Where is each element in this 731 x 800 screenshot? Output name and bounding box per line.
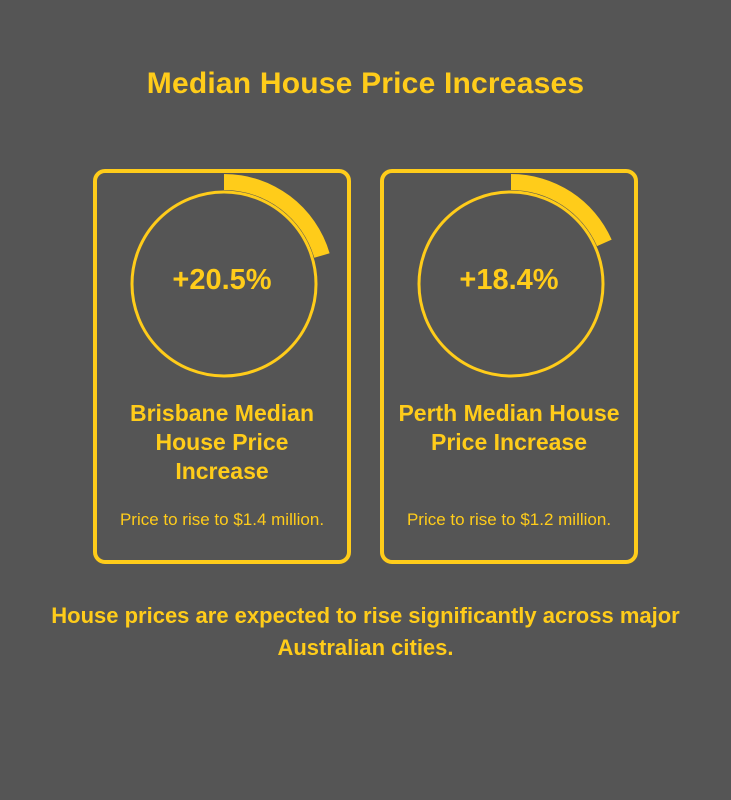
card-subtext: Price to rise to $1.4 million.: [119, 510, 325, 529]
percent-value: +18.4%: [459, 264, 559, 296]
perth-card: +18.4% Perth Median House Price Increase…: [380, 169, 638, 564]
brisbane-progress-ring: [130, 174, 330, 378]
ring-fill-arc: [224, 174, 330, 258]
ring-fill-arc: [511, 174, 612, 247]
perth-progress-ring: [417, 174, 612, 378]
card-subtext: Price to rise to $1.2 million.: [406, 510, 612, 529]
footer-text: House prices are expected to rise signif…: [51, 603, 680, 660]
ring-track: [130, 190, 318, 378]
page-title: Median House Price Increases: [146, 67, 585, 100]
card-label: Brisbane Median House Price Increase: [129, 400, 315, 484]
percent-value: +20.5%: [172, 264, 272, 296]
card-label: Perth Median House Price Increase: [398, 400, 620, 455]
ring-track: [417, 190, 605, 378]
brisbane-card: +20.5% Brisbane Median House Price Incre…: [93, 169, 351, 564]
